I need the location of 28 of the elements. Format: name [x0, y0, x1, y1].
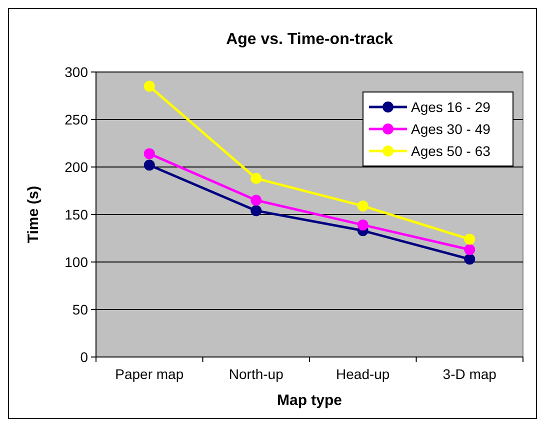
- y-tick-label: 50: [72, 301, 88, 318]
- legend-label: Ages 50 - 63: [411, 142, 491, 159]
- x-tick-label: Paper map: [115, 366, 184, 382]
- x-tick-label: North-up: [228, 366, 284, 382]
- x-tick-label: Head-up: [336, 366, 390, 382]
- point: [144, 148, 155, 160]
- y-tick-label: 0: [80, 348, 88, 365]
- point: [464, 254, 476, 265]
- y-tick-label: 150: [64, 206, 88, 222]
- y-axis-title: Time (s): [25, 186, 42, 244]
- point: [464, 234, 476, 245]
- point: [250, 205, 262, 216]
- y-tick-label: 300: [64, 64, 88, 80]
- legend-label: Ages 30 - 49: [411, 120, 491, 137]
- point: [357, 219, 368, 230]
- x-tick-label: 3-D map: [442, 366, 497, 382]
- chart-title: Age vs. Time-on-track: [226, 31, 394, 48]
- y-tick-label: 250: [64, 111, 88, 128]
- y-tick-label: 200: [64, 158, 88, 175]
- point: [250, 172, 262, 184]
- point: [144, 80, 155, 92]
- point: [357, 200, 368, 212]
- x-axis-title: Map type: [276, 392, 342, 409]
- y-tick-label: 100: [64, 254, 88, 270]
- legend-label: Ages 16 - 29: [411, 98, 491, 115]
- point: [250, 194, 262, 206]
- point: [144, 160, 155, 171]
- point: [464, 244, 476, 256]
